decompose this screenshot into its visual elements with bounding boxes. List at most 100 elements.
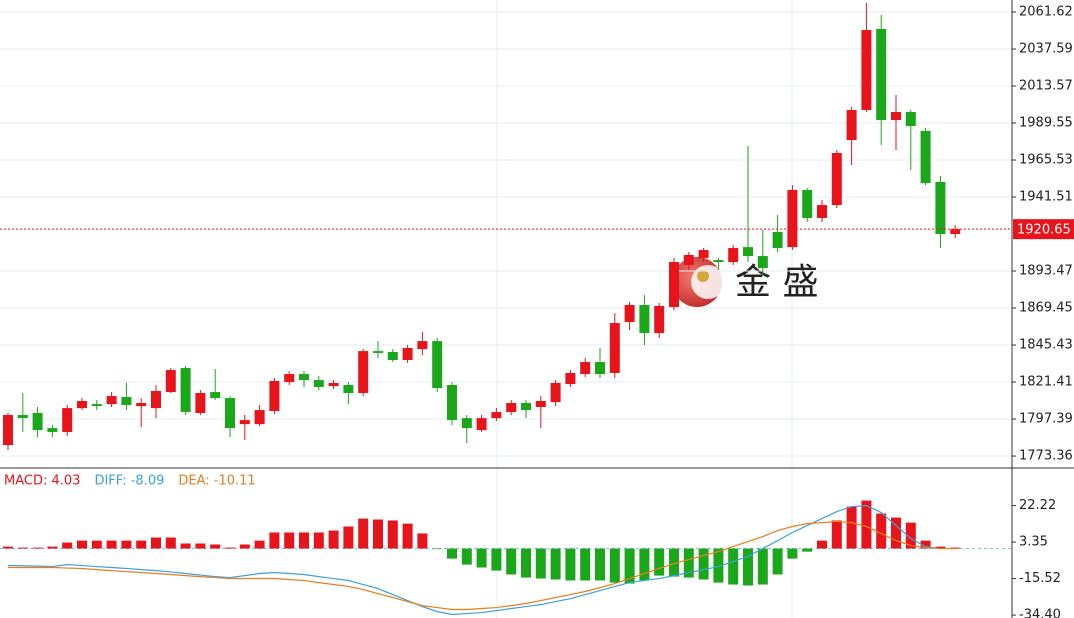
candle-body: [210, 392, 221, 399]
candle-body: [373, 351, 383, 353]
watermark: 金 盛: [735, 262, 818, 303]
macd-bar: [373, 519, 383, 549]
candle-body: [802, 189, 813, 218]
candle-body: [77, 400, 87, 409]
macd-bar: [935, 546, 946, 549]
macd-bar: [876, 513, 887, 549]
y-tick-label: 3.35: [1019, 535, 1048, 550]
macd-bar: [683, 548, 694, 578]
candle-body: [32, 413, 43, 431]
candle-body: [728, 248, 739, 263]
y-tick-label: 2061.62: [1019, 5, 1073, 20]
candle-body: [787, 189, 798, 248]
candle-body: [358, 351, 369, 393]
y-tick-label: 2037.59: [1019, 42, 1073, 57]
macd-bar: [358, 518, 369, 549]
macd-bar: [225, 547, 235, 549]
candle-body: [106, 396, 117, 405]
candle-body: [846, 110, 857, 141]
macd-bar: [891, 517, 901, 549]
macd-line: [7, 504, 956, 616]
logo: [672, 257, 725, 307]
macd-bar: [639, 548, 650, 581]
candle-body: [565, 372, 576, 385]
candle-body: [254, 410, 265, 425]
candle-body: [447, 384, 457, 421]
macd-bar: [920, 540, 931, 549]
macd-bar: [432, 548, 443, 550]
macd-bar: [831, 520, 842, 549]
macd-bar: [195, 543, 206, 549]
macd-bar: [343, 526, 354, 549]
candle-body: [595, 362, 605, 375]
candle-body: [491, 412, 502, 419]
macd-bar: [624, 548, 635, 584]
candle-body: [343, 384, 354, 393]
indicator-label: MACD: 4.03: [4, 474, 80, 489]
macd-bar: [743, 548, 753, 586]
macd-bar: [654, 548, 665, 576]
candle-body: [121, 396, 132, 405]
macd-bar: [565, 548, 576, 581]
candle-body: [417, 341, 428, 350]
macd-bar: [328, 530, 339, 549]
macd-bar: [299, 532, 309, 549]
macd-bar: [861, 500, 872, 549]
macd-bar: [772, 548, 783, 575]
macd-bar: [905, 522, 916, 549]
macd-bar: [609, 548, 620, 583]
macd-bar: [802, 548, 813, 552]
macd-bar: [269, 532, 280, 549]
candle-body: [313, 380, 324, 387]
macd-bar: [491, 548, 502, 571]
macd-bar: [313, 532, 324, 549]
candle-body: [3, 415, 13, 446]
candle-body: [165, 370, 176, 393]
candle-body: [17, 415, 28, 419]
candle-body: [639, 305, 650, 334]
indicator-label: DEA: -10.11: [178, 474, 255, 489]
macd-bar: [521, 548, 531, 578]
macd-bar: [698, 548, 709, 580]
y-tick-label: 22.22: [1019, 498, 1056, 513]
candle-body: [151, 390, 161, 409]
candle-body: [817, 205, 827, 218]
macd-line: [8, 520, 956, 611]
candle-body: [609, 323, 620, 373]
candle-body: [757, 256, 768, 269]
candle-body: [195, 392, 206, 414]
y-tick-label: 1965.53: [1019, 153, 1073, 168]
y-tick-label: 1941.51: [1019, 190, 1073, 205]
candle-body: [550, 382, 561, 403]
macd-bar: [62, 542, 73, 549]
candle-body: [669, 262, 679, 308]
macd-bar: [447, 548, 457, 559]
y-tick-label: 1845.43: [1019, 338, 1073, 353]
candle-body: [772, 232, 783, 249]
candle-body: [743, 247, 753, 257]
y-tick-label: 1821.41: [1019, 375, 1073, 390]
macd-bar: [77, 540, 87, 549]
macd-bar: [151, 537, 161, 549]
candle-body: [876, 28, 887, 121]
macd-bar: [3, 546, 13, 549]
macd-bar: [32, 547, 43, 549]
candle-body: [387, 352, 398, 361]
candle-body: [713, 260, 724, 263]
last-price-label: 1920.65: [1017, 223, 1071, 238]
candle-body: [328, 382, 339, 387]
candle-body: [891, 112, 901, 121]
candle-body: [831, 152, 842, 206]
y-tick-label: 1773.36: [1019, 449, 1073, 464]
y-tick-label: -34.40: [1019, 608, 1061, 618]
candle-body: [624, 305, 635, 322]
y-tick-label: 1989.55: [1019, 116, 1073, 131]
candle-body: [521, 402, 531, 411]
y-tick-label: 1797.39: [1019, 412, 1073, 427]
candle-body: [950, 229, 961, 235]
y-tick-label: 2013.57: [1019, 79, 1073, 94]
macd-bar: [91, 540, 102, 549]
candle-body: [683, 254, 694, 265]
